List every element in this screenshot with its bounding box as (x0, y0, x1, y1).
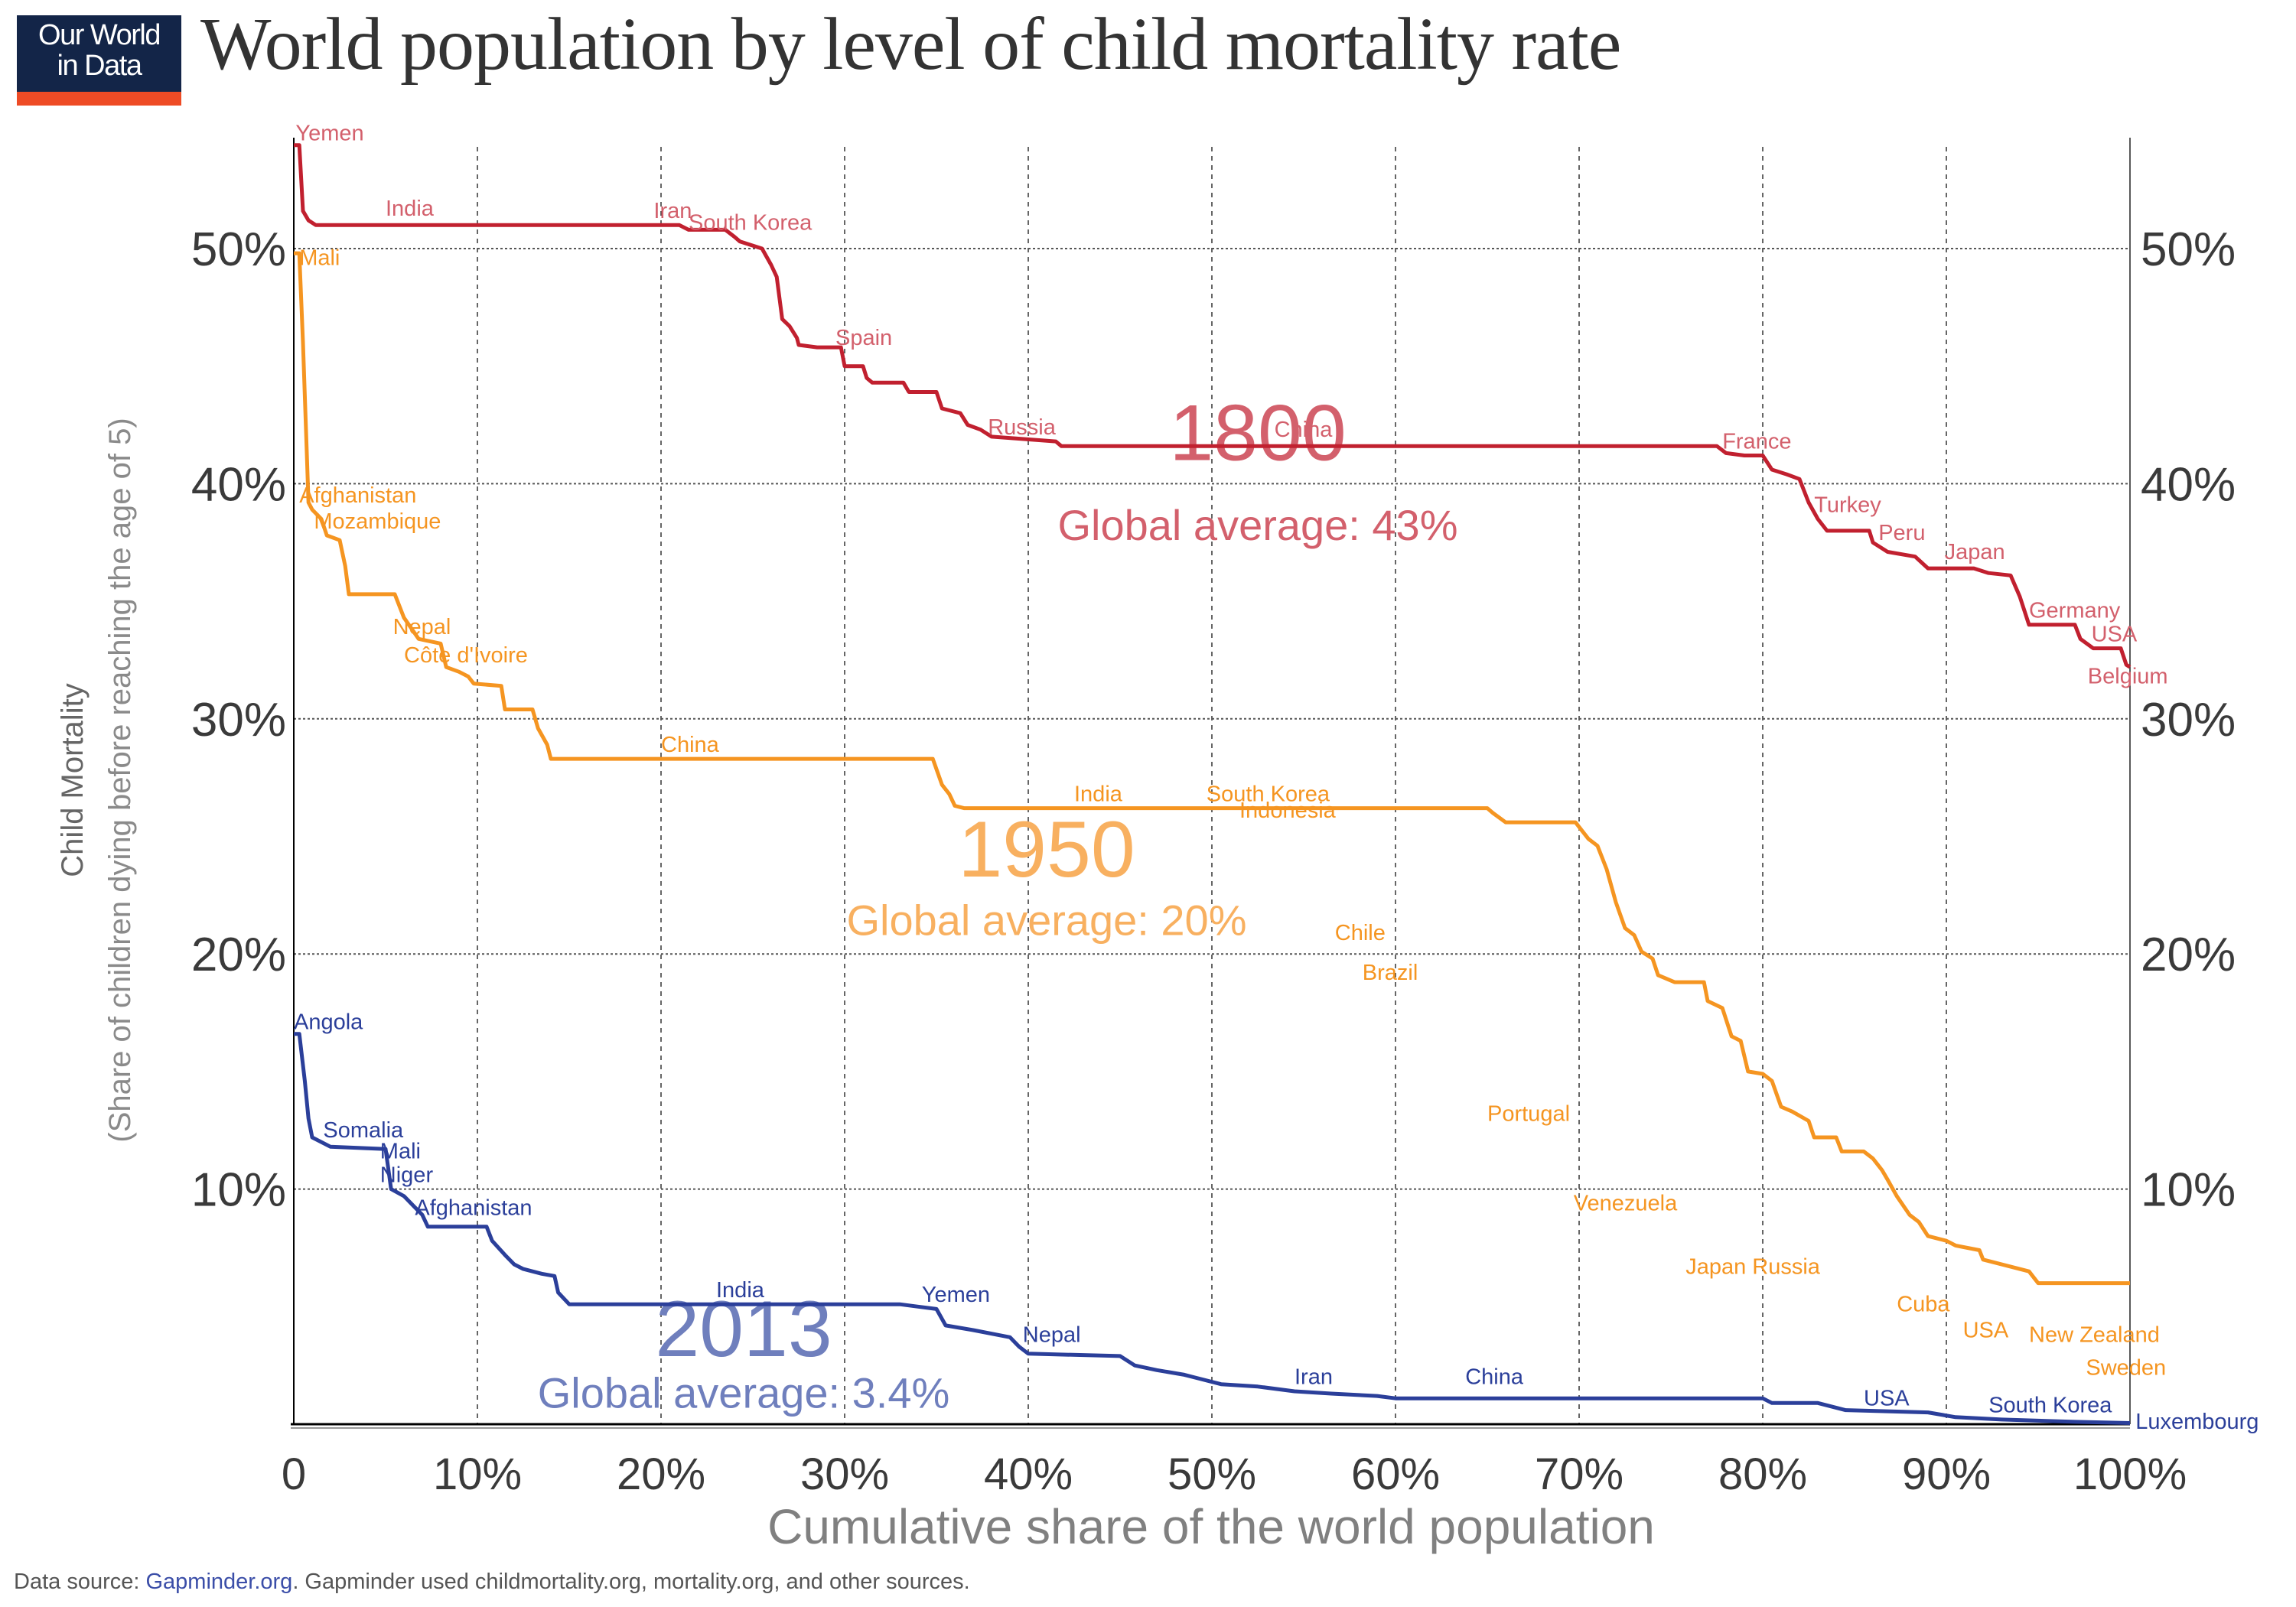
country-label-1950: Nepal (393, 615, 451, 639)
country-label-1800: Turkey (1814, 493, 1881, 517)
country-label-1950: Portugal (1487, 1101, 1570, 1126)
y-tick-label-left: 40% (191, 458, 286, 511)
series-line-2013 (294, 1032, 2131, 1425)
x-tick-label: 60% (1351, 1449, 1440, 1499)
country-label-1800: Germany (2029, 599, 2121, 623)
y-axis-title: Child Mortality (56, 683, 90, 877)
country-label-2013: Mali (380, 1140, 421, 1164)
country-label-1950: Côte d'Ivoire (404, 643, 528, 668)
country-label-1800: India (386, 197, 435, 221)
y-tick-label-right: 30% (2141, 694, 2236, 747)
tick-labels: 0 10% 20% 30% 40% 50% 60% 70% 80% 90% 100% 10% 10% 20… (191, 223, 2236, 1499)
country-label-1950: Venezuela (1574, 1191, 1678, 1215)
logo-line-1: Our World (38, 19, 161, 51)
country-label-1950: Japan Russia (1685, 1254, 1821, 1279)
country-label-2013: Yemen (922, 1283, 990, 1307)
country-label-1800: Belgium (2088, 665, 2168, 689)
country-label-1950: Sweden (2086, 1355, 2166, 1380)
global-average-1800: Global average: 43% (1057, 501, 1457, 549)
y-tick-label-left: 50% (191, 223, 286, 276)
x-tick-label: 100% (2073, 1449, 2187, 1499)
country-label-1800: Peru (1878, 521, 1925, 545)
country-label-1950: New Zealand (2029, 1322, 2160, 1347)
x-tick-label: 10% (433, 1449, 522, 1499)
country-label-1950: Brazil (1363, 961, 1418, 985)
y-tick-label-left: 30% (191, 694, 286, 747)
country-label-1950: USA (1963, 1318, 2009, 1342)
country-label-1800: Russia (988, 415, 1057, 440)
year-label-2013: 2013 (655, 1285, 832, 1374)
axes (291, 138, 2131, 1429)
country-label-1800: Spain (835, 326, 892, 350)
x-tick-label: 70% (1535, 1449, 1623, 1499)
country-label-1950: Mali (299, 246, 340, 271)
country-label-1800: China (1275, 418, 1334, 442)
owid-logo: Our World in Data (17, 15, 181, 106)
x-tick-label: 90% (1902, 1449, 1991, 1499)
country-label-2013: USA (1864, 1386, 1910, 1410)
y-tick-label-right: 20% (2141, 929, 2236, 981)
country-label-1800: France (1722, 429, 1791, 454)
global-average-2013: Global average: 3.4% (538, 1368, 950, 1417)
country-label-2013: Nepal (1023, 1322, 1081, 1347)
country-label-1800: Japan (1945, 540, 2005, 564)
x-tick-label: 0 (282, 1449, 306, 1499)
x-axis-title: Cumulative share of the world population (767, 1499, 1655, 1554)
chart-title: World population by level of child morta… (200, 3, 1621, 86)
country-label-1950: India (1074, 782, 1123, 806)
x-tick-label: 40% (984, 1449, 1073, 1499)
country-label-1950: Afghanistan (299, 483, 416, 508)
x-tick-label: 80% (1718, 1449, 1807, 1499)
country-label-2013: Somalia (323, 1118, 404, 1143)
country-label-1950: Mozambique (314, 509, 441, 534)
logo-line-2: in Data (57, 50, 142, 82)
y-axis-subtitle: (Share of children dying before reaching… (103, 418, 137, 1142)
year-label-1950: 1950 (958, 805, 1135, 894)
series-line-1800 (294, 143, 2132, 669)
y-tick-label-right: 40% (2141, 458, 2236, 511)
y-tick-label-left: 20% (191, 929, 286, 981)
country-label-1800: Iran (653, 199, 692, 223)
footer-prefix: Data source: (14, 1570, 146, 1594)
country-label-1800: USA (2092, 622, 2138, 646)
data-source-footer: Data source: Gapminder.org. Gapminder us… (14, 1570, 970, 1595)
country-label-2013: China (1465, 1365, 1524, 1390)
country-label-2013: Luxembourg (2135, 1410, 2259, 1434)
country-label-1950: Indonesia (1239, 799, 1337, 823)
y-tick-label-right: 10% (2141, 1164, 2236, 1217)
series-line-1950 (294, 251, 2130, 1286)
global-average-1950: Global average: 20% (846, 896, 1246, 945)
y-tick-label-right: 50% (2141, 223, 2236, 276)
logo-accent-bar (17, 92, 181, 106)
country-label-1950: Cuba (1897, 1292, 1950, 1316)
country-label-1950: China (661, 733, 720, 757)
x-tick-label: 50% (1168, 1449, 1256, 1499)
country-label-2013: Iran (1295, 1365, 1333, 1390)
x-tick-label: 30% (800, 1449, 889, 1499)
country-label-2013: South Korea (1988, 1394, 2112, 1418)
country-label-2013: Afghanistan (415, 1195, 532, 1220)
y-tick-label-left: 10% (191, 1164, 286, 1217)
country-label-1800: South Korea (689, 210, 813, 235)
country-label-1950: South Korea (1207, 782, 1330, 806)
country-label-2013: Angola (294, 1010, 363, 1035)
gapminder-link[interactable]: Gapminder.org (145, 1570, 293, 1594)
country-label-1800: Yemen (295, 122, 363, 146)
x-tick-label: 20% (617, 1449, 705, 1499)
footer-suffix: . Gapminder used childmortality.org, mor… (292, 1570, 970, 1594)
year-label-1800: 1800 (1169, 389, 1346, 478)
country-label-2013: India (716, 1278, 765, 1303)
country-label-2013: Niger (380, 1163, 434, 1187)
series-lines (294, 143, 2132, 1425)
country-label-1950: Chile (1335, 921, 1386, 945)
